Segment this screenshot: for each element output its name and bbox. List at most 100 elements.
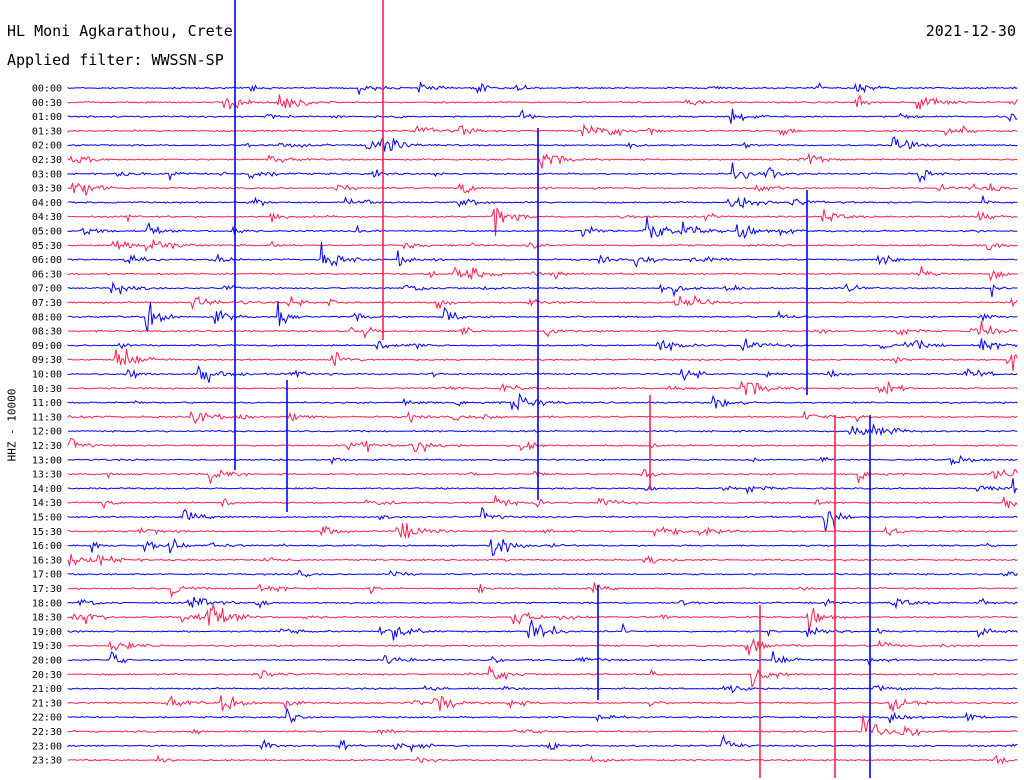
- seismic-trace: [67, 468, 1018, 484]
- seismic-trace: [67, 596, 1018, 610]
- seismic-trace: [67, 506, 1018, 532]
- seismic-trace: [67, 392, 1018, 412]
- seismic-trace: [67, 381, 1018, 396]
- row-label: 11:00: [32, 398, 62, 409]
- row-label: 22:00: [32, 713, 62, 724]
- seismic-trace: [67, 537, 1018, 557]
- seismic-trace: [67, 349, 1018, 371]
- row-label: 13:00: [32, 455, 62, 466]
- seismic-trace: [67, 569, 1018, 578]
- row-label: 20:00: [32, 656, 62, 667]
- seismic-trace: [67, 684, 1018, 694]
- seismic-trace: [67, 553, 1018, 567]
- seismic-trace: [67, 216, 1018, 239]
- row-label: 23:00: [32, 741, 62, 752]
- row-label: 09:00: [32, 341, 62, 352]
- seismic-trace: [67, 637, 1018, 656]
- row-label: 09:30: [32, 355, 62, 366]
- seismic-trace: [67, 604, 1018, 630]
- filter-label: Applied filter: WWSSN-SP: [7, 51, 224, 69]
- row-label: 02:00: [32, 141, 62, 152]
- seismic-trace: [67, 478, 1018, 495]
- seismic-trace: [67, 162, 1018, 184]
- row-label: 13:30: [32, 470, 62, 481]
- row-label: 05:00: [32, 227, 62, 238]
- row-label: 22:30: [32, 727, 62, 738]
- row-label: 18:00: [32, 598, 62, 609]
- row-label: 02:30: [32, 155, 62, 166]
- seismic-trace: [67, 108, 1018, 124]
- seismic-trace: [67, 454, 1018, 467]
- seismic-trace: [67, 320, 1018, 340]
- row-label: 10:00: [32, 370, 62, 381]
- row-label: 21:00: [32, 684, 62, 695]
- row-label: 15:30: [32, 527, 62, 538]
- seismic-trace: [67, 300, 1018, 332]
- seismic-trace: [67, 715, 1018, 737]
- seismic-trace: [67, 707, 1018, 724]
- row-label: 07:30: [32, 298, 62, 309]
- seismic-trace: [67, 239, 1018, 253]
- seismic-trace: [67, 364, 1018, 383]
- row-label: 14:30: [32, 498, 62, 509]
- row-label: 17:00: [32, 570, 62, 581]
- seismic-trace: [67, 495, 1018, 510]
- row-label: 16:00: [32, 541, 62, 552]
- seismic-trace: [67, 82, 1018, 95]
- seismic-trace: [67, 242, 1018, 268]
- row-label: 21:30: [32, 698, 62, 709]
- seismic-trace: [67, 734, 1018, 753]
- row-label: 23:30: [32, 756, 62, 767]
- seismic-trace: [67, 522, 1018, 540]
- row-label: 03:30: [32, 184, 62, 195]
- record-date: 2021-12-30: [925, 22, 1016, 40]
- row-label: 07:00: [32, 284, 62, 295]
- row-label: 01:00: [32, 112, 62, 123]
- row-label: 06:00: [32, 255, 62, 266]
- row-label: 06:30: [32, 269, 62, 280]
- station-title: HL Moni Agkarathou, Crete: [7, 22, 233, 40]
- seismic-trace: [67, 94, 1018, 110]
- row-label: 11:30: [32, 412, 62, 423]
- seismic-trace: [67, 651, 1018, 666]
- seismic-trace: [68, 423, 1018, 437]
- row-label: 16:30: [32, 555, 62, 566]
- row-label: 12:00: [32, 427, 62, 438]
- seismic-trace: [67, 338, 1018, 352]
- row-label: 17:30: [32, 584, 62, 595]
- seismic-trace: [67, 207, 1018, 237]
- seismic-trace: [67, 266, 1018, 282]
- row-label: 10:30: [32, 384, 62, 395]
- row-label: 04:00: [32, 198, 62, 209]
- seismic-trace: [67, 294, 1018, 311]
- seismic-trace: [67, 754, 1018, 765]
- row-label: 00:30: [32, 98, 62, 109]
- seismic-trace: [67, 437, 1018, 454]
- seismic-trace: [67, 135, 1018, 152]
- seismic-trace: [67, 410, 1018, 425]
- row-label: 05:30: [32, 241, 62, 252]
- row-label: 03:00: [32, 169, 62, 180]
- seismic-trace: [67, 618, 1018, 641]
- row-label: 04:30: [32, 212, 62, 223]
- row-label: 20:30: [32, 670, 62, 681]
- row-label: 19:00: [32, 627, 62, 638]
- row-label: 15:00: [32, 513, 62, 524]
- row-label: 14:00: [32, 484, 62, 495]
- seismic-trace: [67, 195, 1018, 209]
- row-label: 00:00: [32, 84, 62, 95]
- seismic-trace: [67, 695, 1018, 712]
- seismic-trace: [67, 665, 1018, 689]
- seismic-trace: [67, 152, 1018, 169]
- seismic-trace: [67, 281, 1018, 298]
- row-label: 18:30: [32, 613, 62, 624]
- row-label: 08:00: [32, 312, 62, 323]
- seismic-trace: [67, 182, 1018, 196]
- row-label: 12:30: [32, 441, 62, 452]
- seismic-trace: [67, 123, 1018, 137]
- row-label: 01:30: [32, 126, 62, 137]
- row-label: 08:30: [32, 327, 62, 338]
- row-label: 19:30: [32, 641, 62, 652]
- seismic-trace: [67, 582, 1018, 599]
